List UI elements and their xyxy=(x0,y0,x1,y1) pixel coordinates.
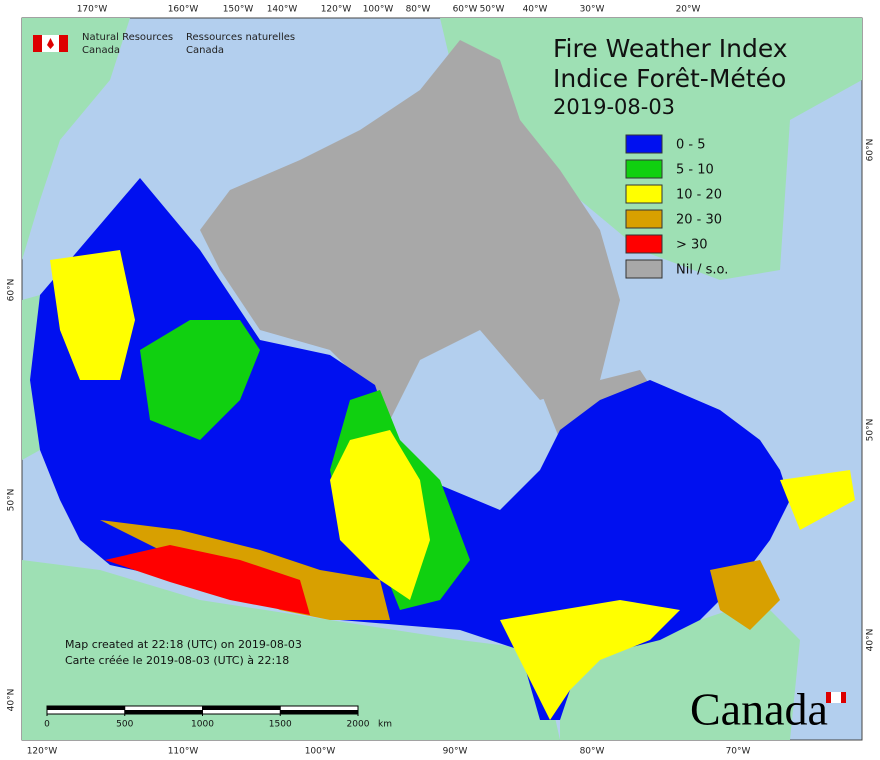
land-layer xyxy=(22,18,862,740)
wordmark-text: Canada xyxy=(690,684,828,735)
longitude-label: 100°W xyxy=(363,5,394,15)
legend-label: 0 - 5 xyxy=(676,138,706,153)
scale-segment xyxy=(124,710,203,714)
legend: 0 - 5 5 - 10 10 - 20 20 - 30 > 30 Nil / s.o. xyxy=(625,134,728,279)
longitude-label: 60°W xyxy=(453,5,478,15)
fwi-zone xyxy=(780,470,855,530)
title: Fire Weather Index xyxy=(553,34,788,63)
longitude-label: 110°W xyxy=(168,747,199,757)
scale-label: 500 xyxy=(116,720,133,730)
flag-bar xyxy=(59,35,68,52)
scale-label: 0 xyxy=(44,720,50,730)
footer: Map created at 22:18 (UTC) on 2019-08-03 xyxy=(65,638,302,651)
longitude-label: 140°W xyxy=(267,5,298,15)
scale-label: 1500 xyxy=(269,720,292,730)
longitude-label: 30°W xyxy=(580,5,605,15)
fwi-zone xyxy=(710,560,780,630)
graticule-labels: 170°W 160°W 150°W 140°W 120°W 100°W 80°W 60°W 50… xyxy=(7,5,876,757)
agency-en: Canada xyxy=(82,45,120,56)
agency-fr: Ressources naturelles xyxy=(186,32,295,43)
latitude-label: 60°N xyxy=(866,139,876,162)
flag-leaf xyxy=(47,38,54,49)
legend-label: 20 - 30 xyxy=(676,213,722,228)
legend-swatch xyxy=(625,159,663,179)
agency-en: Natural Resources xyxy=(82,32,173,43)
nil-area xyxy=(200,40,620,420)
legend-label: Nil / s.o. xyxy=(676,263,728,278)
land xyxy=(560,600,800,740)
longitude-label: 50°W xyxy=(480,5,505,15)
longitude-label: 160°W xyxy=(168,5,199,15)
wordmark-flag xyxy=(831,692,841,703)
longitude-label: 70°W xyxy=(726,747,751,757)
legend-label: 5 - 10 xyxy=(676,163,714,178)
longitude-label: 170°W xyxy=(77,5,108,15)
wordmark: Canada xyxy=(690,684,846,735)
scale-unit: km xyxy=(378,720,392,730)
longitude-label: 20°W xyxy=(676,5,701,15)
fwi-zone xyxy=(140,320,260,440)
longitude-label: 150°W xyxy=(223,5,254,15)
title: Indice Forêt-Météo xyxy=(553,64,786,93)
latitude-label: 50°N xyxy=(866,419,876,442)
fwi-zone xyxy=(50,250,135,380)
latitude-label: 60°N xyxy=(7,279,17,302)
agency-fr: Canada xyxy=(186,45,224,56)
date: 2019-08-03 xyxy=(553,95,675,119)
fwi-layer xyxy=(30,178,855,720)
header: Natural Resources Canada Ressources natu… xyxy=(33,32,295,56)
scale-bar: 0 500 1000 1500 2000 km xyxy=(44,705,392,730)
fwi-zone xyxy=(330,430,430,600)
latitude-label: 40°N xyxy=(7,689,17,712)
legend-swatch xyxy=(625,134,663,154)
legend-label: > 30 xyxy=(676,238,708,253)
scale-label: 1000 xyxy=(191,720,214,730)
scale-label: 2000 xyxy=(347,720,370,730)
longitude-label: 80°W xyxy=(580,747,605,757)
scale-segment xyxy=(280,710,358,714)
fwi-zone xyxy=(500,600,680,720)
longitude-label: 120°W xyxy=(321,5,352,15)
latitude-label: 40°N xyxy=(866,629,876,652)
longitude-label: 90°W xyxy=(443,747,468,757)
scale-segment xyxy=(202,706,281,710)
land xyxy=(22,560,560,740)
longitude-label: 80°W xyxy=(406,5,431,15)
legend-swatch xyxy=(625,209,663,229)
legend-label: 10 - 20 xyxy=(676,188,722,203)
latitude-label: 50°N xyxy=(7,489,17,512)
legend-swatch xyxy=(625,259,663,279)
footer: Carte créée le 2019-08-03 (UTC) à 22:18 xyxy=(65,654,289,667)
legend-swatch xyxy=(625,184,663,204)
longitude-label: 100°W xyxy=(305,747,336,757)
land xyxy=(22,295,40,460)
legend-swatch xyxy=(625,234,663,254)
fwi-zone xyxy=(105,545,310,615)
longitude-label: 40°W xyxy=(523,5,548,15)
land xyxy=(22,18,130,260)
longitude-label: 120°W xyxy=(27,747,58,757)
scale-segment xyxy=(47,706,125,710)
flag-bar xyxy=(33,35,42,52)
